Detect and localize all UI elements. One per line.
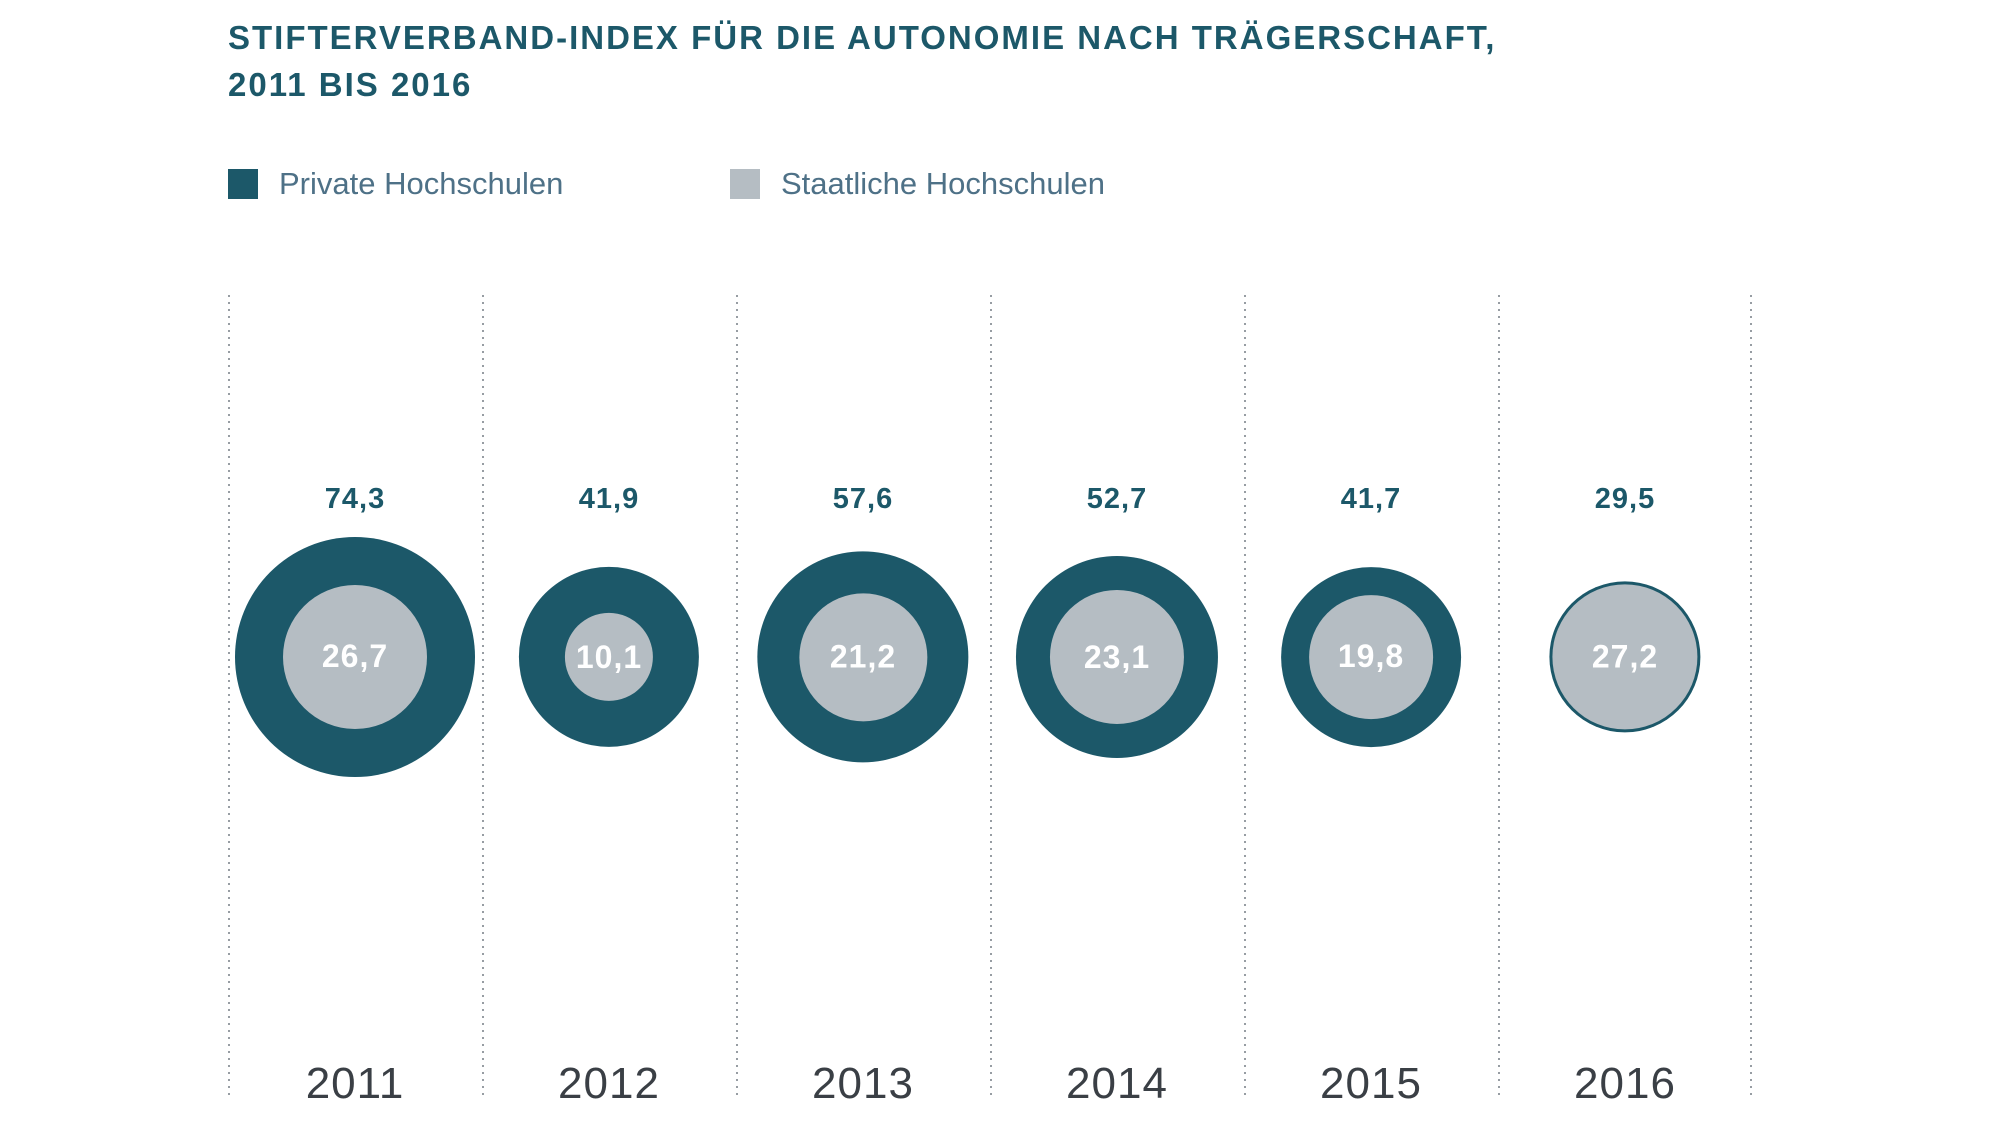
staatliche-value-label: 27,2 xyxy=(1591,638,1659,675)
column-separator-line xyxy=(228,295,230,1095)
legend-item-private: Private Hochschulen xyxy=(228,166,564,201)
staatliche-legend-label: Staatliche Hochschulen xyxy=(781,166,1105,201)
column-separator-line xyxy=(1750,295,1752,1095)
private-circle: 27,2 xyxy=(1549,581,1701,733)
private-value-label: 41,7 xyxy=(1340,483,1402,515)
chart-title-line2: 2011 BIS 2016 xyxy=(228,66,473,103)
chart-title: STIFTERVERBAND-INDEX FÜR DIE AUTONOMIE N… xyxy=(228,14,1496,108)
private-circle: 19,8 xyxy=(1281,567,1461,747)
column-separator-line xyxy=(1498,295,1500,1095)
year-axis-label: 2013 xyxy=(812,1059,914,1108)
private-circle: 21,2 xyxy=(757,551,969,763)
staatliche-circle: 19,8 xyxy=(1309,595,1433,719)
column-separator-line xyxy=(1244,295,1246,1095)
staatliche-value-label: 19,8 xyxy=(1337,638,1405,675)
private-circle: 10,1 xyxy=(518,566,700,748)
staatliche-legend-swatch xyxy=(730,169,760,199)
year-column-2016: 29,5 27,2 2016 xyxy=(1498,295,1752,1108)
private-legend-swatch xyxy=(228,169,258,199)
column-separator-line xyxy=(736,295,738,1095)
staatliche-circle: 27,2 xyxy=(1552,584,1698,730)
private-circle: 26,7 xyxy=(235,537,475,777)
legend-item-staatliche: Staatliche Hochschulen xyxy=(730,166,1105,201)
private-circle: 23,1 xyxy=(1015,555,1219,759)
staatliche-value-label: 21,2 xyxy=(829,638,897,675)
staatliche-value-label: 26,7 xyxy=(321,638,389,675)
column-separator-line xyxy=(990,295,992,1095)
year-axis-label: 2011 xyxy=(305,1059,405,1108)
staatliche-circle: 21,2 xyxy=(798,592,928,722)
column-separator-line xyxy=(482,295,484,1095)
private-value-label: 41,9 xyxy=(578,483,640,515)
staatliche-circle: 10,1 xyxy=(564,612,654,702)
bubble-chart: 74,3 26,7 2011 41,9 10,1 2012 57,6 21,2 2013 52,7… xyxy=(228,295,1752,1108)
staatliche-circle: 23,1 xyxy=(1050,590,1184,724)
year-column-2013: 57,6 21,2 2013 xyxy=(736,295,990,1108)
year-column-2012: 41,9 10,1 2012 xyxy=(482,295,736,1108)
private-value-label: 52,7 xyxy=(1086,483,1148,515)
private-legend-label: Private Hochschulen xyxy=(279,166,564,201)
year-axis-label: 2012 xyxy=(558,1059,660,1108)
staatliche-value-label: 23,1 xyxy=(1083,638,1151,675)
chart-title-line1: STIFTERVERBAND-INDEX FÜR DIE AUTONOMIE N… xyxy=(228,19,1497,56)
legend: Private Hochschulen Staatliche Hochschul… xyxy=(0,166,2000,202)
private-value-label: 57,6 xyxy=(832,483,894,515)
private-value-label: 74,3 xyxy=(324,483,386,515)
year-axis-label: 2014 xyxy=(1066,1059,1168,1108)
year-column-2015: 41,7 19,8 2015 xyxy=(1244,295,1498,1108)
private-value-label: 29,5 xyxy=(1594,483,1656,515)
year-axis-label: 2016 xyxy=(1574,1059,1676,1108)
year-column-2014: 52,7 23,1 2014 xyxy=(990,295,1244,1108)
year-axis-label: 2015 xyxy=(1320,1059,1422,1108)
year-column-2011: 74,3 26,7 2011 xyxy=(228,295,482,1108)
staatliche-value-label: 10,1 xyxy=(575,638,643,675)
staatliche-circle: 26,7 xyxy=(283,585,427,729)
